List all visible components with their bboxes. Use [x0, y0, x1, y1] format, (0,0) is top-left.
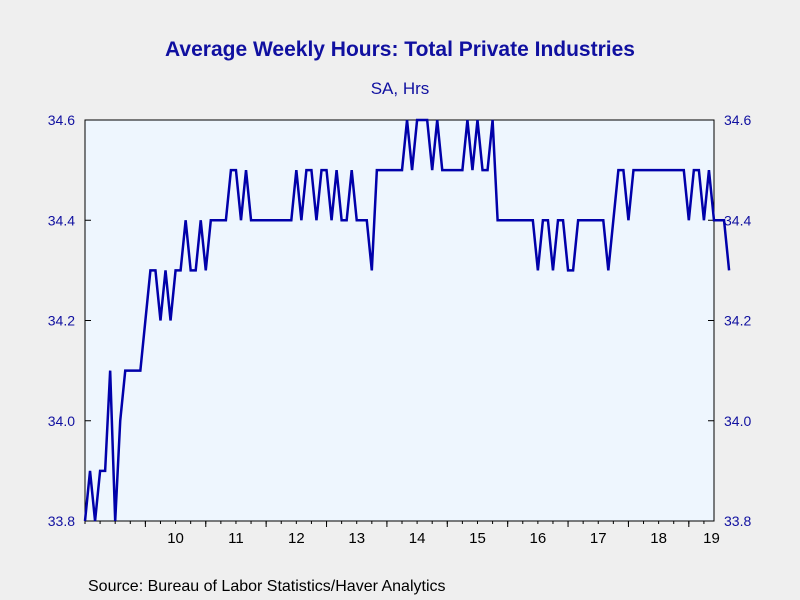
y-tick-label-right: 33.8	[724, 513, 751, 529]
y-tick-label-left: 34.2	[48, 313, 75, 329]
x-tick-label: 19	[703, 530, 720, 547]
x-tick-label: 18	[650, 530, 667, 547]
x-tick-label: 11	[228, 530, 244, 547]
y-tick-label-left: 34.4	[48, 212, 75, 228]
x-tick-label: 12	[288, 530, 305, 547]
source-note: Source: Bureau of Labor Statistics/Haver…	[88, 578, 446, 595]
x-tick-label: 10	[167, 530, 184, 547]
x-tick-label: 15	[469, 530, 486, 547]
y-tick-label-right: 34.0	[724, 413, 751, 429]
series-layer	[83, 118, 731, 522]
y-tick-label-left: 34.0	[48, 413, 75, 429]
y-tick-label-right: 34.4	[724, 212, 751, 228]
y-tick-label-left: 33.8	[48, 513, 75, 529]
y-tick-label-left: 34.6	[48, 112, 75, 128]
x-tick-label: 17	[590, 530, 607, 547]
x-tick-label: 16	[530, 530, 547, 547]
plot-area	[84, 119, 715, 522]
x-tick-label: 14	[409, 530, 426, 547]
axes-layer: 33.8 33.8 34.0 34.0 34.2 34.2 34.4 34.4 34.6 34.6…	[48, 112, 752, 547]
x-tick-label: 13	[348, 530, 365, 547]
y-tick-label-right: 34.6	[724, 112, 751, 128]
y-tick-label-right: 34.2	[724, 313, 751, 329]
series-line	[83, 118, 731, 522]
chart-title: Average Weekly Hours: Total Private Indu…	[165, 38, 635, 61]
chart-subtitle: SA, Hrs	[370, 79, 430, 98]
